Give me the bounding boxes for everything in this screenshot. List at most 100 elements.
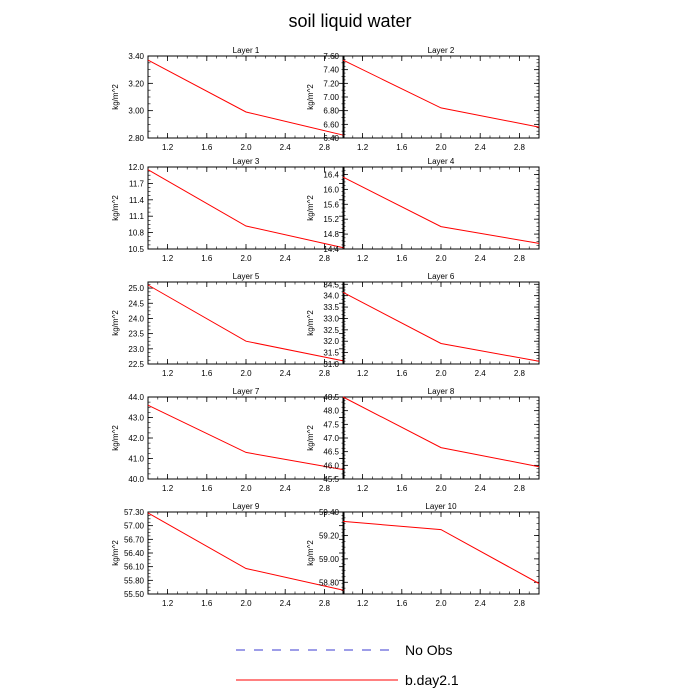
y-tick-label: 33.5 bbox=[323, 303, 339, 312]
plot-frame bbox=[342, 281, 540, 365]
x-tick-label: 1.6 bbox=[201, 484, 213, 493]
x-tick-label: 2.0 bbox=[435, 484, 447, 493]
y-tick-label: 55.50 bbox=[124, 590, 145, 599]
panel-title: Layer 5 bbox=[233, 272, 260, 281]
y-tick-label: 16.4 bbox=[323, 170, 339, 179]
y-tick-label: 3.20 bbox=[128, 79, 144, 88]
series-line-b-day2-1 bbox=[147, 512, 345, 591]
panel-title: Layer 7 bbox=[233, 387, 260, 396]
panel-layer-10: Layer 10 1.2 1.6 2.0 2.4 2.8 58.80 59.00 59.20 59… bbox=[306, 502, 540, 608]
y-tick-label: 46.5 bbox=[323, 448, 339, 457]
y-tick-label: 3.00 bbox=[128, 107, 144, 116]
series-line-b-day2-1 bbox=[147, 404, 345, 471]
x-tick-label: 2.4 bbox=[280, 254, 292, 263]
y-tick-label: 33.0 bbox=[323, 314, 339, 323]
x-tick-label: 2.0 bbox=[240, 369, 252, 378]
x-tick-label: 2.8 bbox=[319, 484, 331, 493]
y-tick-label: 6.60 bbox=[323, 120, 339, 129]
legend: No Obs b.day2.1 bbox=[236, 642, 459, 688]
x-tick-label: 1.6 bbox=[396, 484, 408, 493]
panels-grid: Layer 1 1.2 1.6 2.0 2.4 2.8 2.80 3.00 3.20 3.40 kg… bbox=[111, 46, 540, 608]
series-line-b-day2-1 bbox=[342, 396, 540, 468]
y-tick-label: 59.20 bbox=[319, 531, 340, 540]
y-tick-label: 11.1 bbox=[129, 212, 145, 221]
x-tick-label: 2.4 bbox=[280, 484, 292, 493]
x-tick-label: 2.4 bbox=[475, 143, 487, 152]
y-axis-label: kg/m^2 bbox=[306, 425, 315, 451]
y-tick-label: 25.0 bbox=[128, 284, 144, 293]
panel-layer-5: Layer 5 1.2 1.6 2.0 2.4 2.8 22.5 23.0 23.5 24.0 24… bbox=[111, 272, 345, 378]
y-tick-label: 40.0 bbox=[128, 475, 144, 484]
y-tick-label: 7.20 bbox=[323, 79, 339, 88]
y-tick-label: 14.8 bbox=[323, 230, 339, 239]
y-tick-label: 32.5 bbox=[323, 326, 339, 335]
x-tick-label: 2.4 bbox=[475, 369, 487, 378]
x-tick-label: 1.2 bbox=[162, 369, 174, 378]
y-tick-label: 59.40 bbox=[319, 508, 340, 517]
y-axis-label: kg/m^2 bbox=[306, 310, 315, 336]
panel-title: Layer 10 bbox=[425, 502, 457, 511]
y-tick-label: 41.0 bbox=[128, 455, 144, 464]
x-tick-label: 2.8 bbox=[319, 599, 331, 608]
x-tick-label: 2.4 bbox=[280, 599, 292, 608]
y-tick-label: 44.0 bbox=[128, 393, 144, 402]
x-tick-label: 2.0 bbox=[240, 143, 252, 152]
y-tick-label: 32.0 bbox=[323, 337, 339, 346]
x-tick-label: 2.0 bbox=[240, 484, 252, 493]
panel-layer-2: Layer 21.2 1.6 2.0 2.4 2.86.406.606.807.007.… bbox=[306, 46, 540, 152]
x-tick-label: 2.8 bbox=[514, 369, 526, 378]
y-tick-label: 6.80 bbox=[323, 107, 339, 116]
y-tick-label: 10.5 bbox=[128, 245, 144, 254]
y-tick-label: 31.5 bbox=[323, 349, 339, 358]
y-tick-label: 46.0 bbox=[323, 461, 339, 470]
y-tick-label: 22.5 bbox=[128, 360, 144, 369]
x-tick-label: 2.0 bbox=[435, 599, 447, 608]
y-tick-label: 34.5 bbox=[323, 280, 339, 289]
x-tick-label: 1.2 bbox=[357, 254, 369, 263]
y-tick-label: 15.2 bbox=[323, 215, 339, 224]
panel-layer-1: Layer 1 1.2 1.6 2.0 2.4 2.8 2.80 3.00 3.20 3.40 kg… bbox=[111, 46, 345, 152]
y-tick-label: 24.5 bbox=[128, 299, 144, 308]
y-tick-label: 7.40 bbox=[323, 66, 339, 75]
figure-title: soil liquid water bbox=[288, 11, 411, 31]
x-tick-label: 1.6 bbox=[396, 599, 408, 608]
y-tick-label: 3.40 bbox=[128, 52, 144, 61]
x-tick-label: 2.4 bbox=[280, 143, 292, 152]
y-tick-label: 10.8 bbox=[128, 229, 144, 238]
y-axis-label: kg/m^2 bbox=[306, 84, 315, 110]
y-tick-label: 16.0 bbox=[323, 185, 339, 194]
x-tick-label: 1.2 bbox=[162, 143, 174, 152]
y-axis-label: kg/m^2 bbox=[306, 540, 315, 566]
y-tick-label: 11.4 bbox=[129, 196, 145, 205]
x-tick-label: 1.6 bbox=[396, 254, 408, 263]
panel-title: Layer 6 bbox=[428, 272, 455, 281]
x-tick-label: 2.0 bbox=[435, 369, 447, 378]
panel-layer-9: Layer 9 1.2 1.6 2.0 2.4 2.8 55.50 55.80 56.10 56.… bbox=[111, 502, 345, 608]
panel-title: Layer 4 bbox=[428, 157, 455, 166]
x-tick-label: 1.2 bbox=[357, 369, 369, 378]
y-tick-label: 57.00 bbox=[124, 522, 145, 531]
y-tick-label: 45.5 bbox=[323, 475, 339, 484]
y-tick-label: 31.0 bbox=[323, 360, 339, 369]
y-axis-label: kg/m^2 bbox=[306, 195, 315, 221]
series-line-b-day2-1 bbox=[147, 59, 345, 136]
y-tick-label: 42.0 bbox=[128, 434, 144, 443]
y-tick-label: 55.80 bbox=[124, 576, 145, 585]
x-tick-label: 2.0 bbox=[435, 254, 447, 263]
panel-layer-4: Layer 41.2 1.6 2.0 2.4 2.814.414.815.215.616… bbox=[306, 157, 540, 263]
panel-layer-8: Layer 81.2 1.6 2.0 2.4 2.845.546.046.547.047… bbox=[306, 387, 540, 493]
x-tick-label: 2.0 bbox=[240, 599, 252, 608]
x-tick-label: 1.2 bbox=[357, 143, 369, 152]
y-tick-label: 2.80 bbox=[128, 134, 144, 143]
y-tick-label: 59.00 bbox=[319, 555, 340, 564]
y-tick-label: 47.5 bbox=[323, 420, 339, 429]
x-tick-label: 1.6 bbox=[396, 369, 408, 378]
x-tick-label: 1.2 bbox=[357, 599, 369, 608]
x-tick-label: 2.8 bbox=[319, 143, 331, 152]
panel-title: Layer 8 bbox=[428, 387, 455, 396]
x-tick-label: 2.8 bbox=[514, 143, 526, 152]
y-axis-label: kg/m^2 bbox=[111, 540, 120, 566]
y-tick-label: 43.0 bbox=[128, 414, 144, 423]
y-tick-label: 57.30 bbox=[124, 508, 145, 517]
